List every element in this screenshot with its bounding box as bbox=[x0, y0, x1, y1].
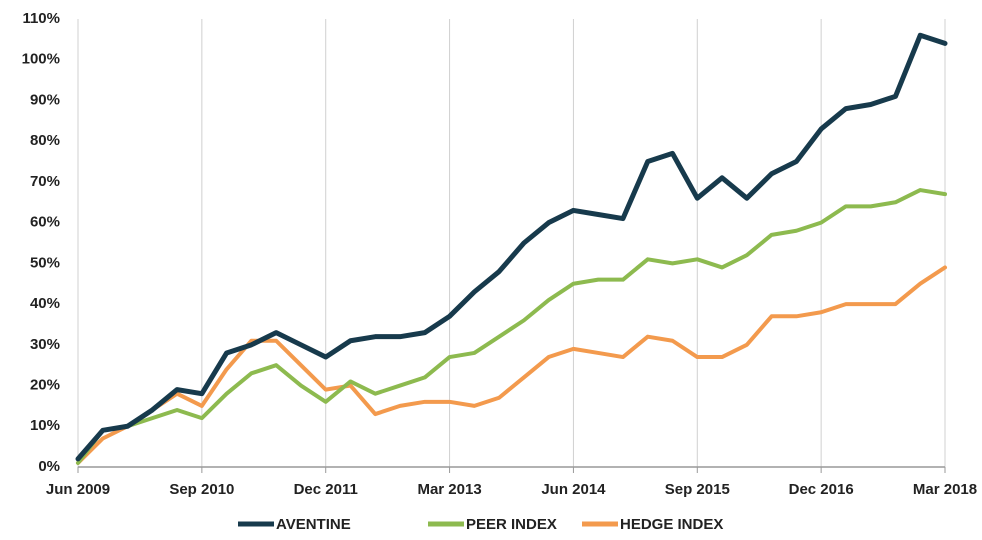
x-tick-label: Jun 2009 bbox=[46, 481, 110, 498]
y-tick-label: 80% bbox=[30, 132, 60, 149]
y-tick-label: 20% bbox=[30, 377, 60, 394]
x-tick-label: Dec 2011 bbox=[294, 481, 358, 498]
x-tick-label: Jun 2014 bbox=[541, 481, 606, 498]
x-tick-label: Mar 2018 bbox=[913, 481, 977, 498]
y-tick-label: 30% bbox=[30, 336, 60, 353]
y-tick-label: 60% bbox=[30, 214, 60, 231]
series-line bbox=[76, 265, 947, 465]
legend-label: PEER INDEX bbox=[466, 516, 557, 533]
y-tick-label: 70% bbox=[30, 173, 60, 190]
y-tick-label: 90% bbox=[30, 91, 60, 108]
series-line bbox=[76, 188, 947, 465]
x-tick-label: Dec 2016 bbox=[789, 481, 854, 498]
y-tick-label: 110% bbox=[22, 10, 60, 27]
y-tick-label: 40% bbox=[30, 295, 60, 312]
y-tick-label: 0% bbox=[38, 458, 60, 475]
x-tick-label: Sep 2015 bbox=[665, 481, 730, 498]
legend-label: AVENTINE bbox=[276, 516, 351, 533]
series-line bbox=[75, 32, 948, 462]
y-tick-label: 50% bbox=[30, 254, 60, 271]
x-tick-label: Mar 2013 bbox=[417, 481, 481, 498]
x-tick-label: Sep 2010 bbox=[169, 481, 234, 498]
y-tick-label: 10% bbox=[30, 417, 60, 434]
y-tick-label: 100% bbox=[22, 51, 60, 68]
legend-label: HEDGE INDEX bbox=[620, 516, 723, 533]
